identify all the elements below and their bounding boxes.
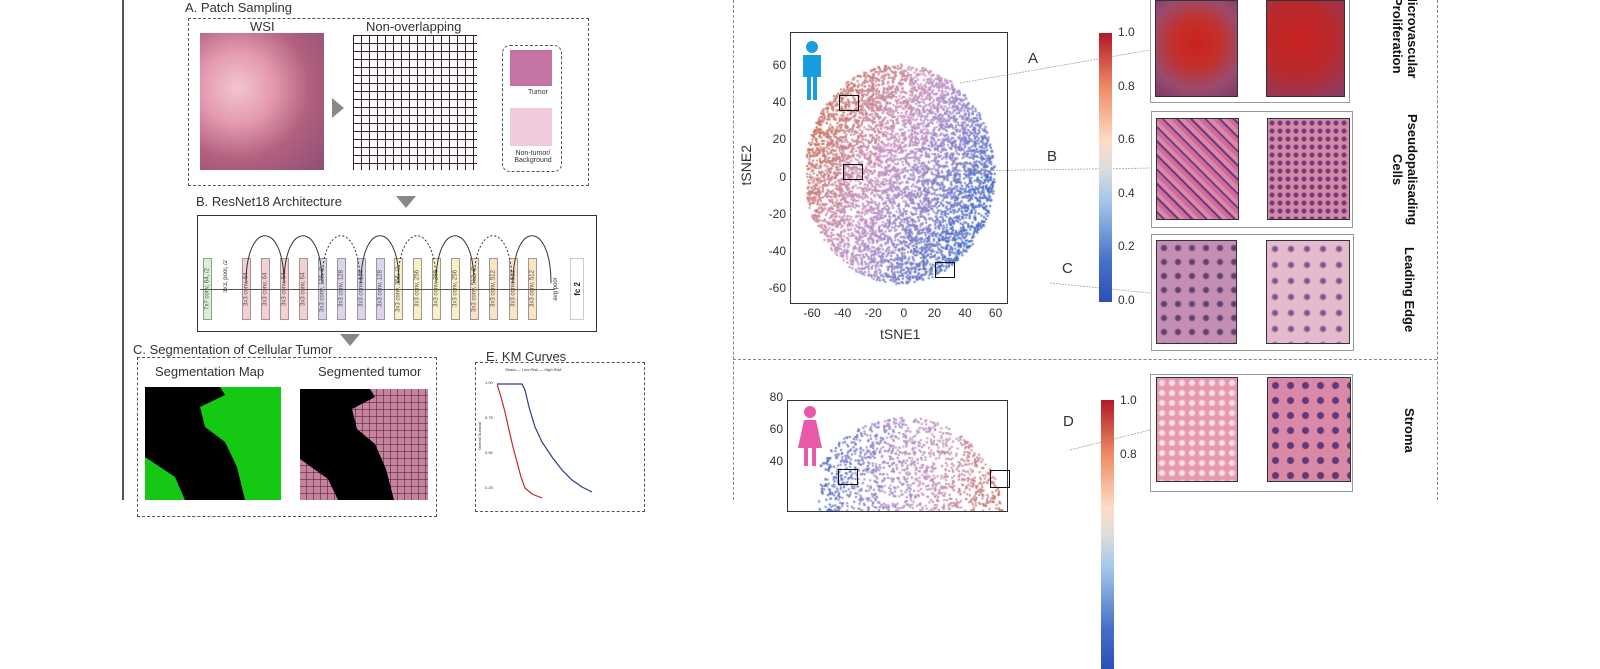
panel-divider	[733, 359, 1437, 360]
x-tick: 20	[927, 306, 942, 320]
tumor-label: Tumor	[528, 89, 548, 96]
colorbar-tick: 0.2	[1118, 239, 1135, 253]
row-label-pseudopalisading: Pseudopalisading Cells	[1390, 114, 1420, 226]
female-icon	[797, 406, 823, 471]
colorbar-tick: 0.8	[1118, 78, 1135, 93]
x-tick: -20	[864, 306, 882, 320]
row-label-microvascular: Microvascular Proliferation	[1390, 0, 1420, 79]
segmented-tumor-label: Segmented tumor	[318, 364, 422, 379]
histology-image	[1156, 240, 1237, 344]
y-tick: -60	[768, 281, 786, 296]
segmented-tumor-image	[300, 389, 428, 500]
resnet-title: B. ResNet18 Architecture	[196, 194, 342, 209]
km-low-risk-curve	[497, 383, 593, 493]
skip-connection	[473, 235, 513, 284]
flow-line	[200, 289, 555, 290]
region-box-d1	[838, 469, 858, 485]
km-title: E. KM Curves	[486, 349, 567, 364]
grid-image	[353, 35, 477, 170]
y-tick: 40	[772, 95, 786, 110]
km-ytick: 0.25	[485, 485, 493, 490]
tumor-patch-image	[510, 50, 552, 86]
histology-image	[1155, 0, 1238, 97]
histology-image	[1267, 377, 1351, 482]
y-tick: 60	[772, 58, 786, 72]
colorbar-tick: 0.8	[1120, 446, 1137, 461]
y-tick: 20	[772, 132, 786, 147]
wsi-label: WSI	[250, 19, 275, 34]
x-tick: 40	[958, 306, 972, 320]
km-ytick: 1.00	[485, 380, 493, 385]
skip-connection	[283, 235, 323, 284]
non-overlapping-label: Non-overlapping	[366, 19, 462, 34]
segmentation-title: C. Segmentation of Cellular Tumor	[133, 342, 333, 357]
y-tick: 60	[769, 422, 783, 436]
x-tick: 0	[900, 306, 908, 320]
km-legend: Strata — Low Risk — High Risk	[505, 367, 562, 372]
tsne2-label: tSNE2	[738, 145, 754, 186]
y-tick: 0	[779, 169, 786, 184]
x-tick: 60	[988, 306, 1003, 320]
resnet-box	[197, 215, 597, 332]
segmentation-map-label: Segmentation Map	[155, 364, 265, 379]
region-box-c	[935, 262, 955, 278]
row-label-stroma: Stroma	[1402, 407, 1417, 453]
left-panel-border	[122, 0, 124, 500]
histology-image	[1266, 0, 1345, 97]
nontumor-patch-image	[510, 108, 552, 146]
skip-connection	[360, 235, 400, 284]
patch-sampling-title: A. Patch Sampling	[185, 0, 292, 15]
km-curves	[497, 383, 593, 499]
colorbar-tick: 0.6	[1118, 132, 1135, 146]
colorbar-tick: 0.4	[1118, 185, 1135, 200]
km-ytick: 0.50	[485, 450, 493, 455]
km-ytick: 0.75	[485, 415, 493, 420]
y-tick: 80	[769, 390, 783, 404]
x-tick: -40	[833, 306, 852, 320]
histology-image	[1267, 118, 1350, 220]
patch-types-box	[502, 45, 562, 172]
region-label-c: C	[1062, 260, 1073, 277]
arrow-right-icon	[332, 98, 344, 118]
histology-image	[1156, 118, 1239, 220]
arrow-down-icon	[340, 334, 360, 346]
histology-image	[1266, 240, 1350, 344]
wsi-image	[200, 33, 324, 170]
patch-sampling-box	[188, 18, 589, 186]
histology-image	[1156, 377, 1238, 482]
colorbar-tick: 0.0	[1118, 292, 1135, 307]
skip-connections	[245, 235, 552, 284]
skip-connection	[435, 235, 475, 284]
skip-connection	[321, 235, 361, 284]
region-label-b: B	[1047, 148, 1058, 165]
fc-block: fc 2	[570, 258, 584, 320]
region-box-b	[843, 164, 863, 180]
tsne1-label: tSNE1	[880, 326, 921, 342]
right-panel-right-border	[1437, 0, 1438, 500]
colorbar-tick: 1.0	[1118, 25, 1135, 39]
skip-connection	[245, 235, 285, 284]
km-ylabel: Overall Survival	[477, 422, 482, 451]
right-panel-left-border	[733, 0, 734, 500]
region-box-a	[839, 95, 859, 111]
region-label-a: A	[1028, 50, 1039, 67]
y-tick: -20	[768, 206, 786, 221]
x-tick: -60	[803, 306, 821, 320]
y-tick: -40	[768, 244, 786, 258]
nontumor-label: Non-tumor/ Background	[514, 150, 552, 164]
colorbar-tick: 1.0	[1120, 393, 1137, 407]
y-tick: 40	[769, 454, 783, 468]
km-high-risk-curve	[497, 383, 543, 499]
region-box-d2	[990, 470, 1010, 488]
region-label-d: D	[1063, 413, 1074, 430]
colorbar-female	[1101, 400, 1114, 669]
skip-connection	[512, 235, 552, 284]
tsne-scatter-female	[787, 400, 1008, 512]
arrow-down-icon	[396, 196, 416, 208]
colorbar-male	[1099, 33, 1112, 302]
male-icon	[800, 40, 824, 105]
skip-connection	[397, 235, 437, 284]
row-label-leading-edge: Leading Edge	[1402, 247, 1417, 333]
segmentation-map-image	[145, 387, 281, 500]
